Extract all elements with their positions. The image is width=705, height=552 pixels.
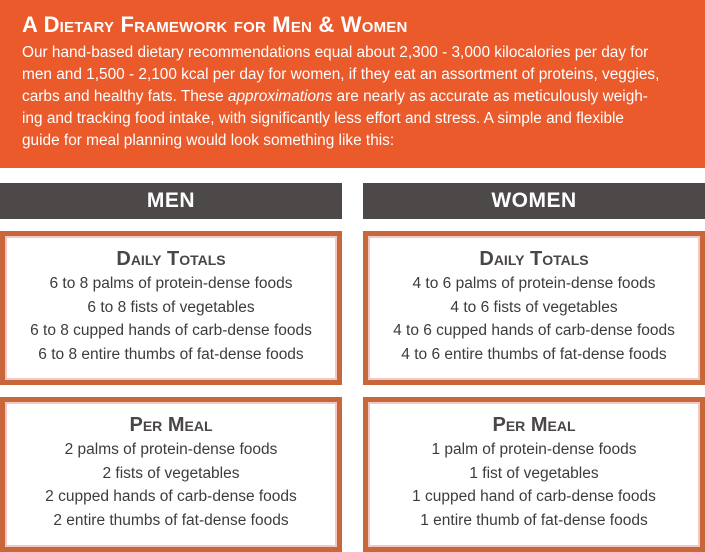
banner-line-4: ing and tracking food intake, with signi… [22, 110, 624, 127]
card-title: Daily Totals [479, 248, 589, 270]
list-item: 4 to 6 entire thumbs of fat-dense foods [401, 345, 667, 363]
list-item: 6 to 8 entire thumbs of fat-dense foods [38, 345, 304, 363]
card-title: Per Meal [129, 414, 213, 436]
men-daily-totals-card: Daily Totals 6 to 8 palms of protein-den… [0, 231, 342, 385]
list-item: 2 entire thumbs of fat-dense foods [53, 511, 289, 529]
list-item: 1 palm of protein-dense foods [431, 441, 637, 458]
list-item: 6 to 8 fists of vegetables [87, 298, 255, 316]
list-item: 2 fists of vegetables [102, 464, 240, 482]
banner-line-1: Our hand-based dietary recommendations e… [22, 44, 649, 61]
banner-title: A Dietary Framework for Men & Women [22, 12, 408, 37]
women-column-header: WOMEN [363, 183, 705, 219]
list-item: 1 fist of vegetables [469, 464, 599, 482]
men-per-meal-card: Per Meal 2 palms of protein-dense foods … [0, 397, 342, 552]
list-item: 1 entire thumb of fat-dense foods [420, 511, 648, 529]
list-item: 2 cupped hands of carb-dense foods [45, 488, 297, 505]
women-per-meal-card: Per Meal 1 palm of protein-dense foods 1… [363, 397, 705, 552]
list-item: 2 palms of protein-dense foods [64, 441, 278, 458]
list-item: 4 to 6 cupped hands of carb-dense foods [393, 322, 675, 339]
card-title: Daily Totals [116, 248, 226, 270]
card-body: Daily Totals 4 to 6 palms of protein-den… [368, 236, 700, 380]
banner-line-5: guide for meal planning would look somet… [22, 132, 395, 149]
banner-line-3a: carbs and healthy fats. These [22, 88, 228, 105]
banner-line-3b: are nearly as accurate as meticulously w… [332, 88, 648, 105]
banner-paragraph: Our hand-based dietary recommendations e… [22, 42, 683, 152]
men-column-header: MEN [0, 183, 342, 219]
card-body: Daily Totals 6 to 8 palms of protein-den… [5, 236, 337, 380]
list-item: 1 cupped hand of carb-dense foods [412, 488, 656, 505]
women-daily-totals-card: Daily Totals 4 to 6 palms of protein-den… [363, 231, 705, 385]
list-item: 4 to 6 fists of vegetables [450, 298, 618, 316]
list-item: 6 to 8 cupped hands of carb-dense foods [30, 322, 312, 339]
card-body: Per Meal 1 palm of protein-dense foods 1… [368, 402, 700, 547]
list-item: 4 to 6 palms of protein-dense foods [412, 275, 656, 292]
intro-banner: A Dietary Framework for Men & Women Our … [0, 0, 705, 168]
banner-line-3-emphasis: approximations [227, 88, 333, 105]
card-body: Per Meal 2 palms of protein-dense foods … [5, 402, 337, 547]
banner-line-2: men and 1,500 - 2,100 kcal per day for w… [22, 66, 660, 83]
list-item: 6 to 8 palms of protein-dense foods [49, 275, 293, 292]
card-title: Per Meal [492, 414, 576, 436]
